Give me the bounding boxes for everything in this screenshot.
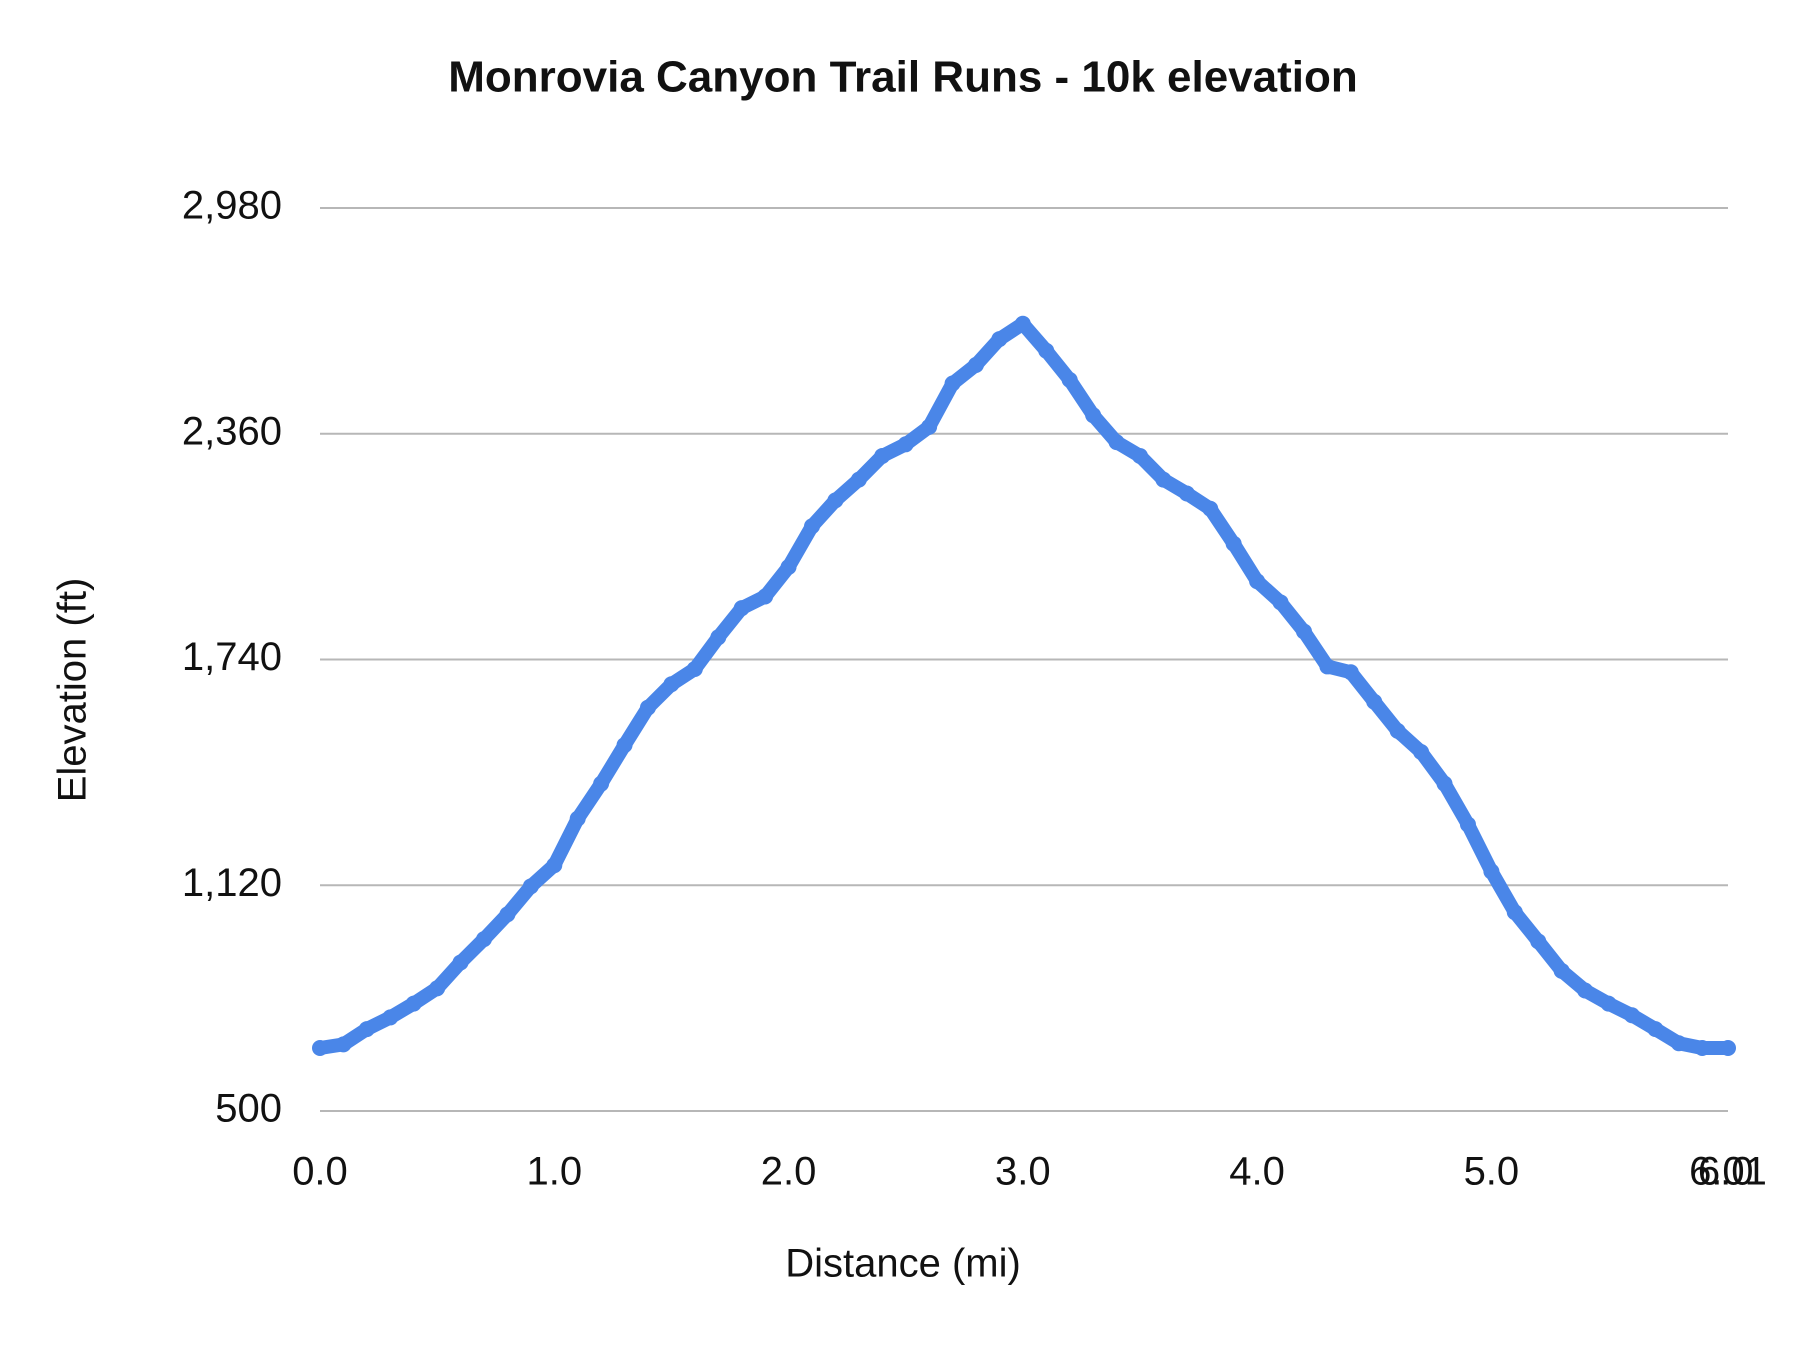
point [733,600,750,617]
point [1202,500,1219,517]
x-tick-label: 3.0 [995,1150,1051,1194]
point [1647,1021,1664,1038]
point [1436,775,1453,792]
y-tick-label: 2,360 [182,409,282,453]
point [499,906,516,923]
point [1178,485,1195,502]
point [897,436,914,453]
point [850,471,867,488]
point [1459,816,1476,833]
point [1366,693,1383,710]
point [475,931,492,948]
y-tick-label: 2,980 [182,184,282,228]
point [1085,407,1102,424]
point [1225,535,1242,552]
point [686,660,703,677]
x-tick-label: 4.0 [1229,1150,1285,1194]
y-axis-label: Elevation (ft) [51,578,95,803]
point [546,857,563,874]
point [593,775,610,792]
point [1038,342,1055,359]
y-tick-label: 1,740 [182,635,282,679]
point [1600,995,1617,1012]
point [312,1040,328,1057]
point [1577,982,1594,999]
line [313,316,1735,1056]
point [616,737,633,754]
point [757,588,774,605]
y-tick-label: 1,120 [182,861,282,905]
point [1014,315,1031,332]
point [1389,722,1406,739]
point [429,980,446,997]
point [1131,447,1148,464]
x-tick-label: 6.0 [1698,1150,1754,1194]
point [710,629,727,646]
point [1694,1040,1711,1057]
point [1623,1007,1640,1024]
point [1249,573,1266,590]
point [1108,434,1125,451]
point [991,331,1008,348]
point [663,676,680,693]
point [335,1036,352,1053]
x-axis-label: Distance (mi) [785,1242,1021,1286]
point [944,375,961,392]
x-tick-label: 5.0 [1464,1150,1520,1194]
x-tick-label: 2.0 [761,1150,817,1194]
point [522,878,539,895]
point [405,995,422,1012]
point [1530,933,1547,950]
point [921,418,938,435]
point [967,356,984,373]
point [1295,623,1312,640]
point [1319,658,1336,675]
x-tick-label: 1.0 [526,1150,582,1194]
point [1670,1035,1687,1052]
point [639,699,656,716]
point [1720,1040,1736,1057]
point [1342,664,1359,681]
point [452,954,469,971]
x-tick-label: 0.0 [292,1150,348,1194]
x-tick-label: 6.01 [1689,1150,1767,1194]
point [803,518,820,535]
point [1272,594,1289,611]
point [827,492,844,509]
point [1553,962,1570,979]
point [1506,904,1523,921]
point [780,559,797,576]
y-tick-label: 500 [215,1087,282,1131]
point [1155,471,1172,488]
point [358,1021,375,1038]
point [874,447,891,464]
point [569,810,586,827]
point [1061,371,1078,388]
point [1413,743,1430,760]
point [1483,863,1500,880]
point [382,1009,399,1026]
chart-title: Monrovia Canyon Trail Runs - 10k elevati… [448,53,1358,102]
